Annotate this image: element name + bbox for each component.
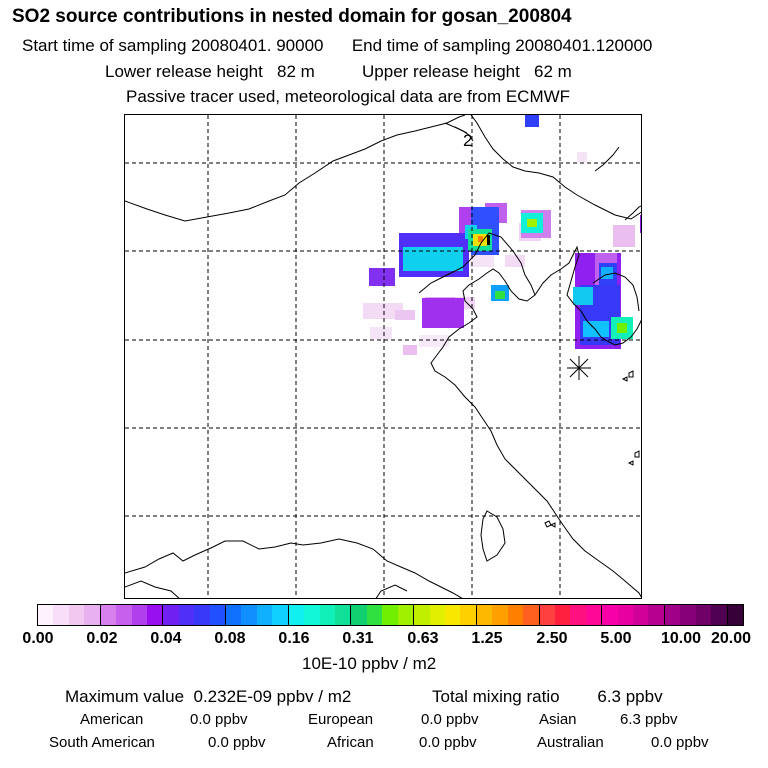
colorbar-swatch <box>397 605 415 625</box>
colorbar-swatch <box>38 605 54 625</box>
colorbar-swatch <box>476 605 493 625</box>
region-name: Asian <box>539 711 577 728</box>
concentration-field <box>363 115 641 355</box>
region-value: 0.0 ppbv <box>651 734 709 751</box>
map-canvas: 2 <box>125 115 641 598</box>
colorbar-swatch <box>602 605 618 625</box>
colorbar-swatch <box>116 605 132 625</box>
colorbar-swatch <box>335 605 352 625</box>
total-value: 6.3 ppbv <box>597 687 663 706</box>
colorbar-tick: 2.50 <box>536 630 568 647</box>
colorbar-swatch <box>256 605 273 625</box>
sampling-time-line: Start time of sampling 20080401. 90000 E… <box>22 36 653 55</box>
release-height-line: Lower release height 82 m Upper release … <box>105 62 572 81</box>
colorbar-swatch <box>617 605 634 625</box>
colorbar-swatch <box>209 605 227 625</box>
source-marker <box>487 235 490 245</box>
colorbar-swatch <box>539 605 555 625</box>
region-value: 0.0 ppbv <box>419 734 477 751</box>
colorbar-tick: 0.31 <box>342 630 374 647</box>
colorbar-tick: 10.00 <box>660 630 702 647</box>
plot-title: SO2 source contributions in nested domai… <box>12 6 572 27</box>
colorbar-swatch <box>680 605 696 625</box>
max-value-row: Maximum value 0.232E-09 ppbv / m2 <box>65 688 351 705</box>
colorbar-swatch <box>351 605 367 625</box>
colorbar-swatch <box>272 605 289 625</box>
colorbar-tick: 0.02 <box>86 630 118 647</box>
colorbar-swatch <box>414 605 430 625</box>
star-icon <box>567 356 591 380</box>
colorbar-swatch <box>633 605 649 625</box>
colorbar-swatch <box>570 605 586 625</box>
colorbar-swatch <box>492 605 508 625</box>
colorbar-swatch <box>695 605 712 625</box>
colorbar-swatch <box>554 605 571 625</box>
region-value: 6.3 ppbv <box>620 711 678 728</box>
region-value: 0.0 ppbv <box>421 711 479 728</box>
colorbar-swatch <box>100 605 117 625</box>
colorbar-swatch <box>131 605 147 625</box>
colorbar-unit: 10E-10 ppbv / m2 <box>302 654 437 673</box>
colorbar-swatch <box>507 605 524 625</box>
colorbar-swatch <box>429 605 445 625</box>
colorbar-swatch <box>84 605 101 625</box>
colorbar-swatch <box>226 605 242 625</box>
colorbar-swatch <box>382 605 398 625</box>
colorbar-tick: 0.63 <box>407 630 439 647</box>
colorbar-tick: 0.00 <box>22 630 54 647</box>
contour-label: 2 <box>463 131 472 150</box>
region-value: 0.0 ppbv <box>190 711 248 728</box>
map-grid <box>125 115 641 598</box>
colorbar-swatch <box>664 605 681 625</box>
max-label: Maximum value <box>65 687 185 706</box>
colorbar-swatch <box>319 605 336 625</box>
colorbar-swatch <box>68 605 85 625</box>
total-mixing-row: Total mixing ratio 6.3 ppbv <box>432 688 663 705</box>
colorbar-swatch <box>194 605 210 625</box>
max-value: 0.232E-09 ppbv / m2 <box>193 687 352 706</box>
colorbar-swatch <box>146 605 164 625</box>
coastlines <box>125 115 641 598</box>
tracer-info-line: Passive tracer used, meteorological data… <box>126 87 571 106</box>
region-name: European <box>308 711 374 728</box>
colorbar-tick: 0.16 <box>278 630 310 647</box>
colorbar-swatch <box>241 605 257 625</box>
colorbar-swatch <box>178 605 195 625</box>
colorbar-swatch <box>727 605 743 625</box>
region-name: African <box>327 734 374 751</box>
colorbar <box>37 604 744 626</box>
colorbar-swatch <box>288 605 305 625</box>
colorbar-tick: 5.00 <box>600 630 632 647</box>
colorbar-swatch <box>304 605 320 625</box>
colorbar-swatch <box>711 605 728 625</box>
region-name: American <box>80 711 144 728</box>
colorbar-tick: 0.08 <box>214 630 246 647</box>
colorbar-swatch <box>648 605 665 625</box>
region-name: Australian <box>537 734 604 751</box>
region-name: South American <box>49 734 155 751</box>
colorbar-swatch <box>585 605 603 625</box>
map-panel: 2 <box>124 114 642 599</box>
colorbar-swatch <box>523 605 540 625</box>
total-label: Total mixing ratio <box>432 687 560 706</box>
colorbar-swatch <box>53 605 69 625</box>
colorbar-tick: 20.00 <box>710 630 752 647</box>
colorbar-swatch <box>460 605 477 625</box>
colorbar-tick: 0.04 <box>150 630 182 647</box>
colorbar-swatch <box>366 605 383 625</box>
region-value: 0.0 ppbv <box>208 734 266 751</box>
colorbar-swatch <box>444 605 461 625</box>
colorbar-swatch <box>163 605 179 625</box>
colorbar-tick: 1.25 <box>471 630 503 647</box>
